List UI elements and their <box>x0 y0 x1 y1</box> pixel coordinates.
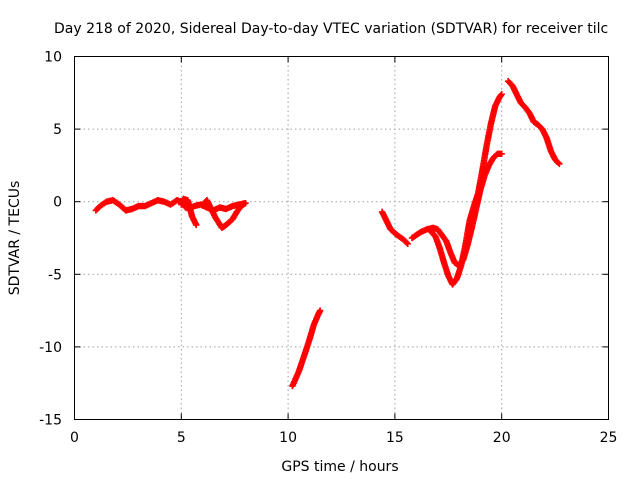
data-points <box>92 77 563 390</box>
data-point <box>316 307 324 314</box>
x-tick-label: 15 <box>386 430 404 446</box>
x-tick-label: 0 <box>70 430 79 446</box>
y-tick-label: -10 <box>39 340 62 356</box>
y-tick-label: 0 <box>53 195 62 211</box>
data-point <box>404 240 411 248</box>
data-point <box>555 159 562 167</box>
x-axis-ticks: 0 5 10 15 20 25 <box>70 56 618 446</box>
data-point <box>403 239 410 246</box>
data-point <box>556 160 563 168</box>
data-point <box>498 91 505 98</box>
y-axis-ticks: -15 -10 -5 0 5 10 <box>39 50 609 429</box>
grid-lines <box>74 56 609 420</box>
x-tick-label: 5 <box>177 430 186 446</box>
y-tick-label: -15 <box>39 413 62 429</box>
data-point <box>498 150 505 157</box>
y-tick-label: 10 <box>44 50 62 66</box>
x-axis-label: GPS time / hours <box>281 459 398 475</box>
data-point <box>242 199 249 207</box>
y-tick-label: -5 <box>48 267 62 283</box>
x-tick-label: 10 <box>279 430 297 446</box>
data-point <box>193 221 200 229</box>
plot-frame <box>74 56 609 420</box>
x-tick-label: 25 <box>600 430 618 446</box>
y-tick-label: 5 <box>53 122 62 138</box>
chart-title: Day 218 of 2020, Sidereal Day-to-day VTE… <box>54 21 608 37</box>
y-axis-label: SDTVAR / TECUs <box>7 181 23 296</box>
x-tick-label: 20 <box>493 430 511 446</box>
